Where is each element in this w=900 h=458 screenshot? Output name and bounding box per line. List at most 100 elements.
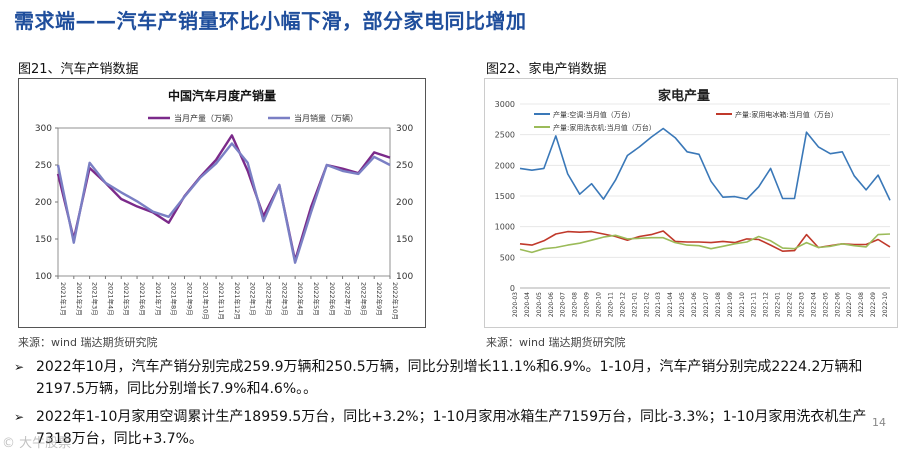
x-tick-label: 2021-06 [691,292,698,317]
x-tick-label: 2022-10 [882,292,889,317]
x-tick-label: 2021-01 [631,292,638,317]
y-tick-right: 150 [396,235,413,245]
chart-frame [484,78,898,328]
x-tick-label: 2020-03 [512,292,519,317]
y-tick-right: 200 [396,198,413,208]
car-production-sales-chart: 中国汽车月度产销量当月产量（万辆） 当月销量（万辆） 100 100 150 150 200… [18,78,426,328]
x-tick-label: 2022年10月 [391,282,400,320]
x-tick-label: 2020-05 [536,292,543,317]
x-tick-label: 2022-03 [798,292,805,317]
washer-line [519,233,891,254]
x-tick-label: 2020-06 [548,292,555,317]
y-tick-label: 3000 [495,100,515,109]
figure-22-source: 来源：wind 瑞达期货研究院 [486,336,626,349]
x-tick-label: 2022年1月 [249,282,258,316]
bullet-item: ➢ 2022年10月，汽车产销分别完成259.9万辆和250.5万辆，同比分别增… [14,356,894,400]
chart-title: 家电产量 [658,88,710,104]
legend-label: 当月销量（万辆） [294,113,358,123]
appliance-chart-svg: 家电产量 0 500 1000 1500 2000 2500 3000 2020-03 2020-… [484,78,898,328]
x-tick-label: 2022年3月 [280,282,289,316]
x-tick-label: 2022年7月 [344,282,353,316]
x-tick-label: 2020-10 [596,292,603,317]
x-tick-label: 2022年8月 [359,282,368,316]
x-tick-label: 2022年4月 [296,282,305,316]
aircon-line [519,127,891,201]
x-tick-label: 2022-01 [775,292,782,317]
chart-title: 中国汽车月度产销量 [168,88,276,103]
bullet-text: 2022年1-10月家用空调累计生产18959.5万台，同比+3.2%；1-10… [36,409,867,447]
y-tick-left: 100 [35,272,52,282]
x-tick-label: 2021年1月 [59,282,68,316]
page-number: 14 [872,416,886,429]
bullet-arrow-icon: ➢ [14,360,25,374]
x-tick-label: 2020-04 [524,292,531,317]
legend-label: 产量:空调:当月值（万台） [553,110,635,119]
x-tick-label: 2021年4月 [106,282,115,316]
figure-22-caption: 图22、家电产销数据 [486,62,607,77]
x-tick-label: 2021年8月 [170,282,179,316]
x-tick-label: 2021-09 [727,292,734,317]
page-title: 需求端——汽车产销量环比小幅下滑，部分家电同比增加 [14,9,527,33]
legend-label: 产量:家用电冰箱:当月值（万台） [735,110,838,119]
x-tick-label: 2021-10 [739,292,746,317]
x-tick-label: 2021-02 [643,292,650,317]
chart-frame [18,78,426,328]
bullet-arrow-icon: ➢ [14,410,25,424]
x-tick-label: 2021-11 [751,292,758,317]
x-tick-label: 2022-02 [787,292,794,317]
x-tick-label: 2021年6月 [138,282,147,316]
y-tick-left: 300 [35,124,52,134]
y-tick-label: 2500 [495,131,515,140]
x-tick-label: 2022年5月 [312,282,321,316]
y-tick-label: 0 [510,284,515,293]
y-tick-right: 250 [396,161,413,171]
x-tick-label: 2021-08 [715,292,722,317]
x-tick-label: 2022-09 [870,292,877,317]
x-tick-label: 2022-05 [822,292,829,317]
x-tick-label: 2021-04 [667,292,674,317]
appliance-production-chart: 家电产量 0 500 1000 1500 2000 2500 3000 2020-03 2020-… [484,78,898,328]
x-tick-label: 2021-12 [763,292,770,317]
legend-label: 产量:家用洗衣机:当月值（万台） [553,123,656,132]
x-tick-label: 2020-11 [607,292,614,317]
y-tick-left: 200 [35,198,52,208]
x-tick-label: 2022年9月 [375,282,384,316]
x-tick-label: 2020-09 [584,292,591,317]
x-tick-label: 2020-12 [619,292,626,317]
bullet-list: ➢ 2022年10月，汽车产销分别完成259.9万辆和250.5万辆，同比分别增… [14,356,894,450]
x-tick-label: 2021-03 [655,292,662,317]
legend-label: 当月产量（万辆） [174,113,238,123]
x-tick-label: 2021年7月 [154,282,163,316]
y-tick-left: 150 [35,235,52,245]
figure-21-source: 来源：wind 瑞达期货研究院 [18,336,158,349]
x-tick-label: 2022-06 [834,292,841,317]
sales-line [56,142,391,264]
y-tick-label: 1500 [495,192,515,201]
bullet-text: 2022年10月，汽车产销分别完成259.9万辆和250.5万辆，同比分别增长1… [36,359,863,397]
x-tick-label: 2021年2月 [75,282,84,316]
bullet-item: ➢ 2022年1-10月家用空调累计生产18959.5万台，同比+3.2%；1-… [14,406,891,450]
x-tick-label: 2022-04 [810,292,817,317]
watermark-logo: © 大牛股票 [2,436,72,451]
x-tick-label: 2021年12月 [233,282,242,320]
y-tick-right: 100 [396,272,413,282]
y-tick-label: 2000 [495,161,515,170]
x-tick-label: 2020-07 [560,292,567,317]
x-tick-label: 2022年2月 [265,282,274,316]
x-tick-label: 2021-05 [679,292,686,317]
y-tick-label: 1000 [495,223,515,232]
y-tick-label: 500 [500,253,515,262]
x-tick-label: 2021-07 [703,292,710,317]
x-tick-label: 2021年10月 [201,282,210,320]
figure-21-caption: 图21、汽车产销数据 [18,62,139,77]
x-tick-label: 2021年11月 [217,282,226,320]
x-tick-label: 2021年5月 [122,282,131,316]
x-tick-label: 2022年6月 [328,282,337,316]
x-tick-label: 2021年9月 [185,282,194,316]
y-tick-left: 250 [35,161,52,171]
x-tick-label: 2022-07 [846,292,853,317]
x-tick-label: 2020-08 [572,292,579,317]
x-tick-label: 2021年3月 [91,282,100,316]
x-tick-label: 2022-08 [858,292,865,317]
